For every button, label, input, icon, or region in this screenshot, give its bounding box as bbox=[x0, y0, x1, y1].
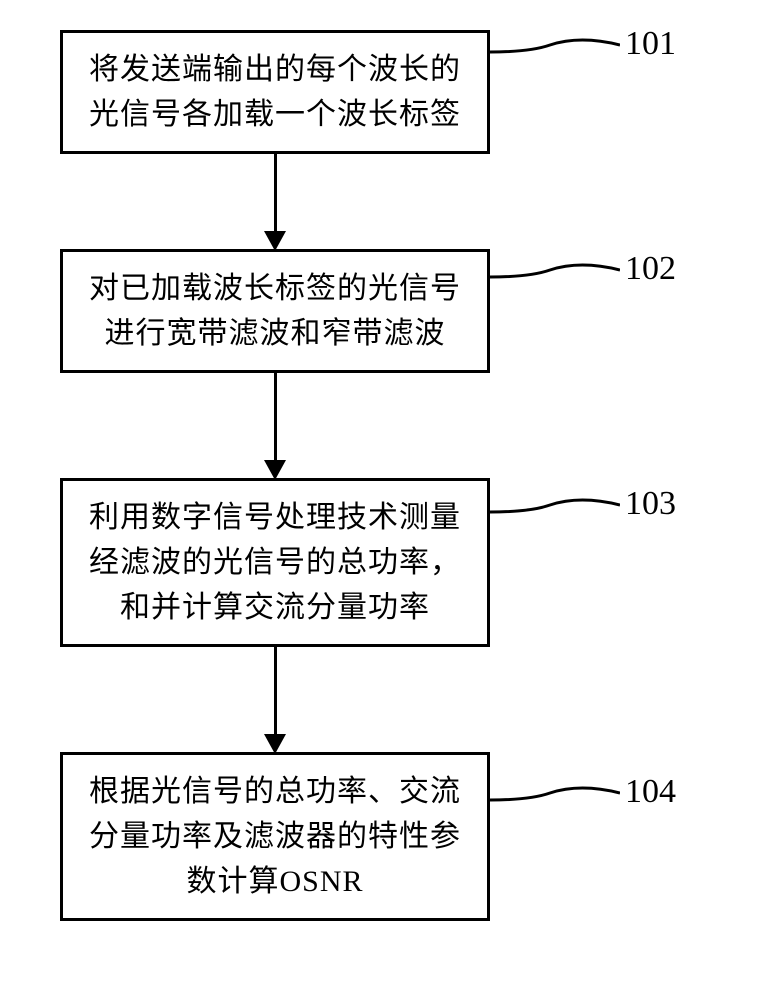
flowchart-step-4: 根据光信号的总功率、交流 分量功率及滤波器的特性参 数计算OSNR bbox=[60, 752, 490, 921]
connector-1 bbox=[490, 30, 620, 70]
step-text: 对已加载波长标签的光信号 进行宽带滤波和窄带滤波 bbox=[83, 266, 467, 356]
text-line: 光信号各加载一个波长标签 bbox=[89, 98, 461, 131]
text-line: 分量功率及滤波器的特性参 bbox=[89, 820, 461, 853]
step-text: 利用数字信号处理技术测量 经滤波的光信号的总功率， 和并计算交流分量功率 bbox=[83, 495, 467, 630]
text-line: 进行宽带滤波和窄带滤波 bbox=[105, 317, 446, 350]
flowchart-step-3: 利用数字信号处理技术测量 经滤波的光信号的总功率， 和并计算交流分量功率 bbox=[60, 478, 490, 647]
step-text: 根据光信号的总功率、交流 分量功率及滤波器的特性参 数计算OSNR bbox=[83, 769, 467, 904]
step-text: 将发送端输出的每个波长的 光信号各加载一个波长标签 bbox=[83, 47, 467, 137]
connector-3 bbox=[490, 490, 620, 530]
connector-4 bbox=[490, 778, 620, 818]
connector-2 bbox=[490, 255, 620, 295]
arrow-1 bbox=[60, 154, 490, 249]
text-line: 数计算OSNR bbox=[186, 865, 363, 898]
text-line: 根据光信号的总功率、交流 bbox=[89, 775, 461, 808]
text-line: 将发送端输出的每个波长的 bbox=[89, 53, 461, 86]
text-line: 利用数字信号处理技术测量 bbox=[89, 501, 461, 534]
step-label-4: 104 bbox=[625, 773, 676, 811]
text-line: 和并计算交流分量功率 bbox=[120, 591, 430, 624]
flowchart-step-2: 对已加载波长标签的光信号 进行宽带滤波和窄带滤波 bbox=[60, 249, 490, 373]
flowchart-step-1: 将发送端输出的每个波长的 光信号各加载一个波长标签 bbox=[60, 30, 490, 154]
text-line: 对已加载波长标签的光信号 bbox=[89, 272, 461, 305]
text-line: 经滤波的光信号的总功率， bbox=[89, 546, 461, 579]
step-label-2: 102 bbox=[625, 250, 676, 288]
step-label-1: 101 bbox=[625, 25, 676, 63]
arrow-3 bbox=[60, 647, 490, 752]
arrow-2 bbox=[60, 373, 490, 478]
step-label-3: 103 bbox=[625, 485, 676, 523]
